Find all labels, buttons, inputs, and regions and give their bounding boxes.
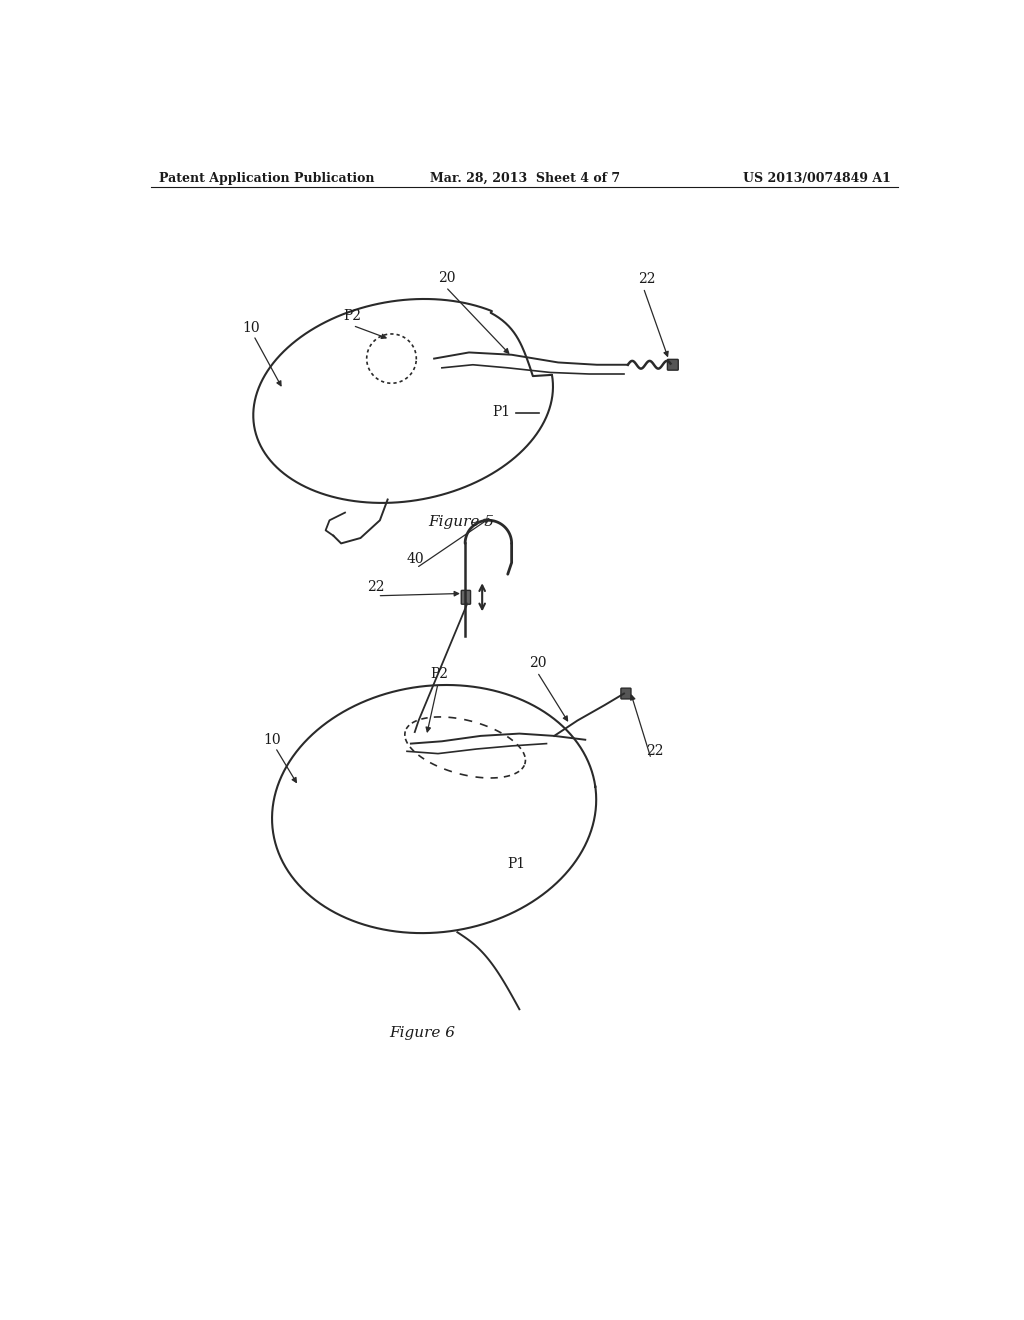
- Text: 20: 20: [438, 271, 456, 285]
- Text: P1: P1: [508, 858, 526, 871]
- Text: US 2013/0074849 A1: US 2013/0074849 A1: [742, 173, 891, 185]
- Text: 40: 40: [407, 552, 425, 566]
- FancyBboxPatch shape: [668, 359, 678, 370]
- Text: Figure 6: Figure 6: [389, 1026, 456, 1040]
- FancyBboxPatch shape: [621, 688, 631, 700]
- Text: 20: 20: [529, 656, 547, 669]
- FancyBboxPatch shape: [461, 590, 471, 605]
- Text: Figure 5: Figure 5: [428, 515, 495, 529]
- Text: 22: 22: [646, 744, 664, 758]
- Text: Mar. 28, 2013  Sheet 4 of 7: Mar. 28, 2013 Sheet 4 of 7: [430, 173, 620, 185]
- Text: 22: 22: [638, 272, 655, 286]
- Text: P1: P1: [493, 405, 510, 420]
- Text: 10: 10: [263, 733, 282, 747]
- Text: P2: P2: [343, 309, 361, 323]
- Text: 10: 10: [243, 321, 260, 335]
- Text: 22: 22: [367, 581, 384, 594]
- Text: Patent Application Publication: Patent Application Publication: [159, 173, 375, 185]
- Text: P2: P2: [430, 667, 449, 681]
